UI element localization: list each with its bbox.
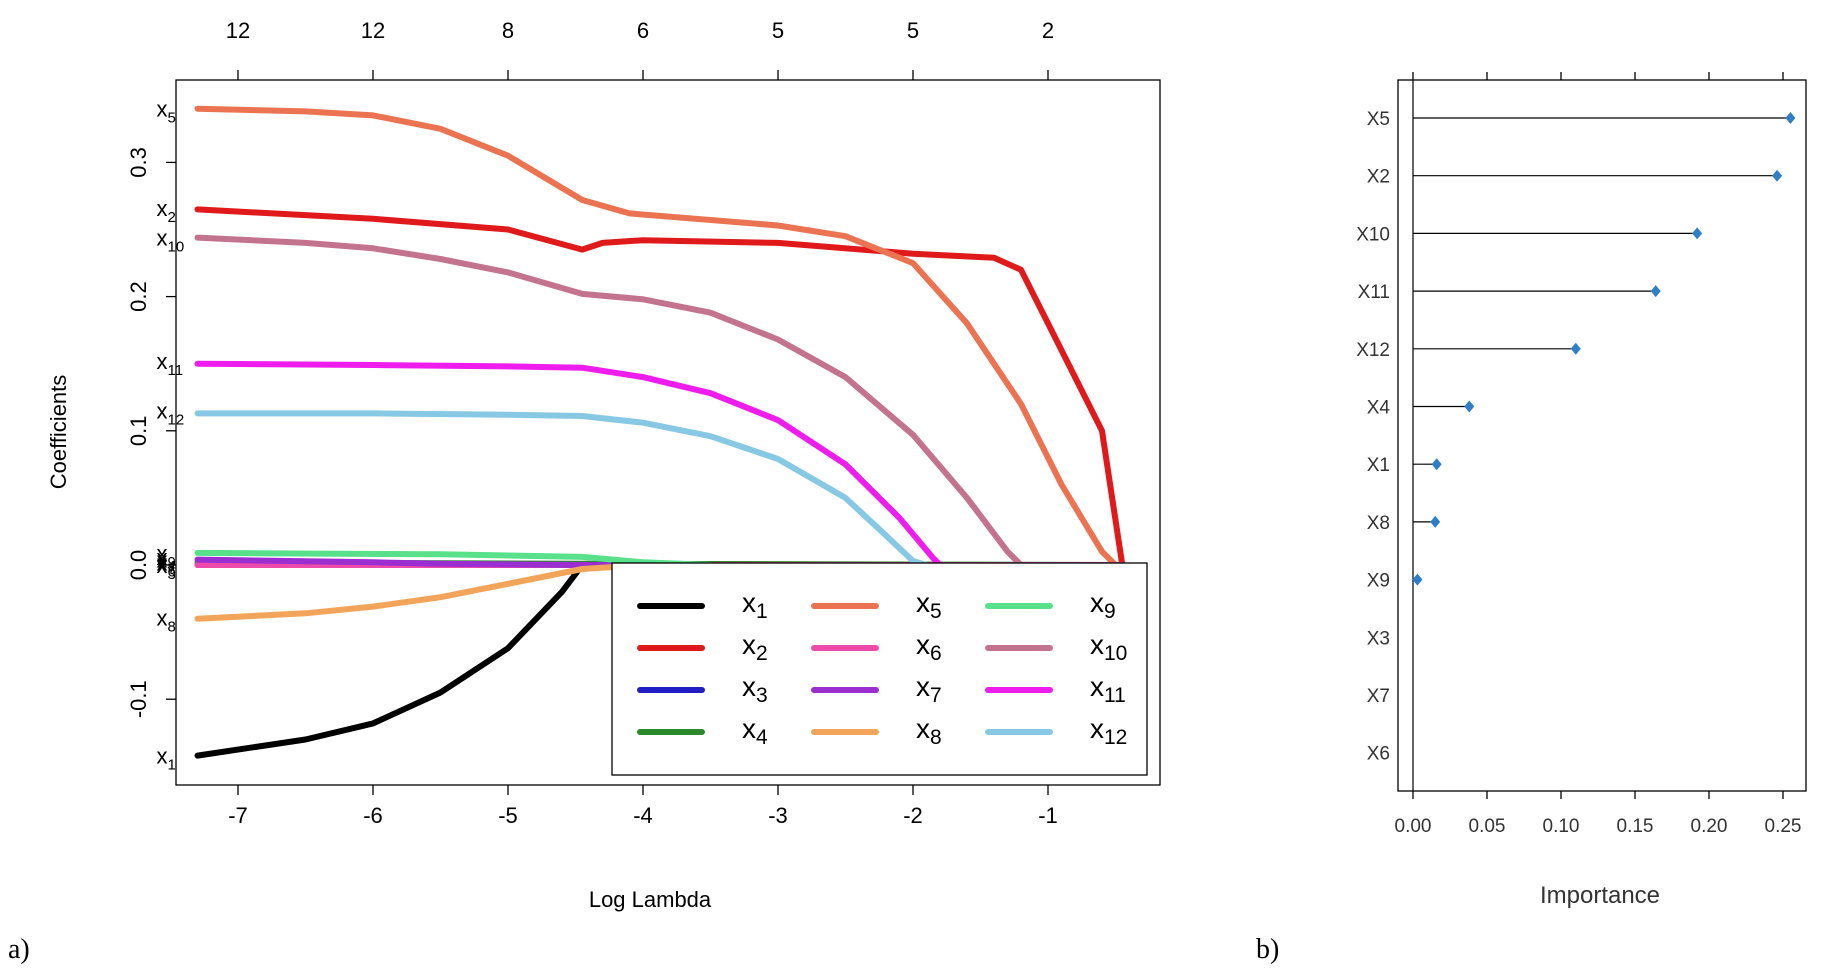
category-label-X2: X2 (1367, 167, 1390, 188)
y-tick-label: 0.0 (126, 550, 151, 581)
legend-label-x2: x2 (742, 629, 768, 665)
category-label-X7: X7 (1367, 686, 1390, 707)
importance-tick-label: 0.10 (1543, 816, 1580, 837)
x-tick-label: -2 (903, 803, 923, 828)
importance-stems (1412, 80, 1791, 791)
legend-label-x6: x6 (916, 629, 942, 665)
line-label-x8: x8 (157, 605, 176, 635)
x-tick-label: -3 (768, 803, 788, 828)
top-tick-label: 6 (637, 18, 649, 43)
category-label-X10: X10 (1356, 224, 1390, 245)
importance-point-X4 (1464, 400, 1475, 413)
series-line-x1 (194, 562, 586, 759)
top-tick-label: 8 (502, 18, 514, 43)
legend-label-x7: x7 (916, 671, 942, 707)
importance-point-X12 (1570, 342, 1581, 355)
y-tick-label: 0.3 (126, 147, 151, 178)
line-label-x4: x4 (157, 545, 176, 575)
x-tick-label: -6 (363, 803, 383, 828)
importance-tick-label: 0.00 (1395, 816, 1432, 837)
category-label-X5: X5 (1367, 109, 1390, 130)
importance-dot-chart: X5 X2 X10 X11 X12 X4 X1 X8 X9 X3 X7 X6 0.00 0.05 0.10… (1256, 72, 1807, 965)
coefficient-path-chart: -7 -6 -5 -4 -3 -2 -1 12 12 8 6 5 5 2 -0.1 0.0 0.1 0.2 0.… (8, 18, 1161, 965)
category-label-X11: X11 (1358, 282, 1390, 303)
legend-label-x11: x11 (1090, 671, 1126, 707)
importance-tick-label: 0.15 (1617, 816, 1654, 837)
importance-tick-label: 0.20 (1691, 816, 1728, 837)
x-axis-title: Log Lambda (589, 887, 712, 912)
line-label-x3: x3 (157, 553, 176, 583)
y-tick-label: 0.1 (126, 416, 151, 447)
legend-label-x8: x8 (916, 713, 942, 749)
line-label-x6: x6 (157, 550, 176, 580)
category-label-X1: X1 (1367, 455, 1390, 476)
legend-label-x10: x10 (1090, 629, 1127, 665)
category-label-X4: X4 (1367, 398, 1391, 419)
panel-label-b: b) (1256, 934, 1279, 965)
x-axis-bottom: -7 -6 -5 -4 -3 -2 -1 (228, 785, 1058, 828)
legend-label-x12: x12 (1090, 713, 1127, 749)
plot-frame-a (175, 79, 1161, 786)
legend-label-x3: x3 (742, 671, 768, 707)
top-tick-label: 12 (226, 18, 250, 43)
series-line-x5 (194, 105, 1119, 568)
y-axis-title: Coefficients (46, 375, 71, 490)
line-label-x10: x10 (157, 226, 185, 256)
legend-label-x9: x9 (1090, 587, 1116, 623)
importance-point-X9 (1412, 573, 1423, 586)
category-label-X12: X12 (1356, 340, 1390, 361)
series-line-x8 (194, 562, 646, 622)
x-tick-label: -4 (633, 803, 653, 828)
legend: x1 x2 x3 x4 x5 x6 x7 x8 x9 x10 x11 x12 (611, 562, 1148, 776)
x-tick-label: -1 (1038, 803, 1058, 828)
importance-tick-label: 0.05 (1469, 816, 1506, 837)
top-tick-label: 5 (907, 18, 919, 43)
y-axis: -0.1 0.0 0.1 0.2 0.3 (126, 147, 176, 718)
series-line-x10 (194, 234, 1024, 568)
top-tick-label: 2 (1042, 18, 1054, 43)
y-tick-label: -0.1 (126, 680, 151, 718)
line-label-x12: x12 (157, 399, 185, 429)
importance-point-X11 (1650, 285, 1661, 298)
importance-tick-label: 0.25 (1765, 816, 1802, 837)
category-label-X6: X6 (1367, 744, 1390, 765)
importance-points (1412, 112, 1796, 586)
importance-point-X2 (1772, 169, 1783, 182)
legend-label-x1: x1 (742, 587, 768, 623)
importance-point-X5 (1785, 112, 1796, 124)
legend-label-x5: x5 (916, 587, 942, 623)
top-tick-label: 5 (772, 18, 784, 43)
plot-frame-b (1397, 79, 1807, 792)
line-label-x1: x1 (157, 744, 176, 774)
category-axis: X5 X2 X10 X11 X12 X4 X1 X8 X9 X3 X7 X6 (1356, 109, 1390, 765)
importance-point-X1 (1431, 458, 1442, 471)
line-label-x11: x11 (157, 349, 184, 379)
category-label-X8: X8 (1367, 513, 1390, 534)
x-tick-label: -5 (498, 803, 518, 828)
x-axis-top: 12 12 8 6 5 5 2 (226, 18, 1054, 80)
x-tick-label: -7 (228, 803, 248, 828)
category-label-X3: X3 (1367, 628, 1390, 649)
series-line-x12 (194, 410, 930, 568)
legend-label-x4: x4 (742, 713, 768, 749)
series-line-x2 (194, 206, 1126, 568)
top-tick-label: 12 (361, 18, 385, 43)
category-label-X9: X9 (1367, 571, 1390, 592)
line-label-x9: x9 (157, 541, 176, 571)
legend-box (611, 562, 1148, 776)
importance-axis-title: Importance (1540, 882, 1660, 909)
importance-point-X10 (1692, 227, 1703, 240)
y-tick-label: 0.2 (126, 281, 151, 312)
importance-point-X8 (1430, 515, 1441, 528)
line-label-x2: x2 (157, 196, 176, 226)
line-label-x5: x5 (157, 97, 176, 127)
line-label-x7: x7 (157, 548, 176, 578)
series-line-x11 (194, 360, 943, 568)
importance-axis: 0.00 0.05 0.10 0.15 0.20 0.25 (1395, 72, 1802, 837)
panel-label-a: a) (8, 934, 30, 965)
